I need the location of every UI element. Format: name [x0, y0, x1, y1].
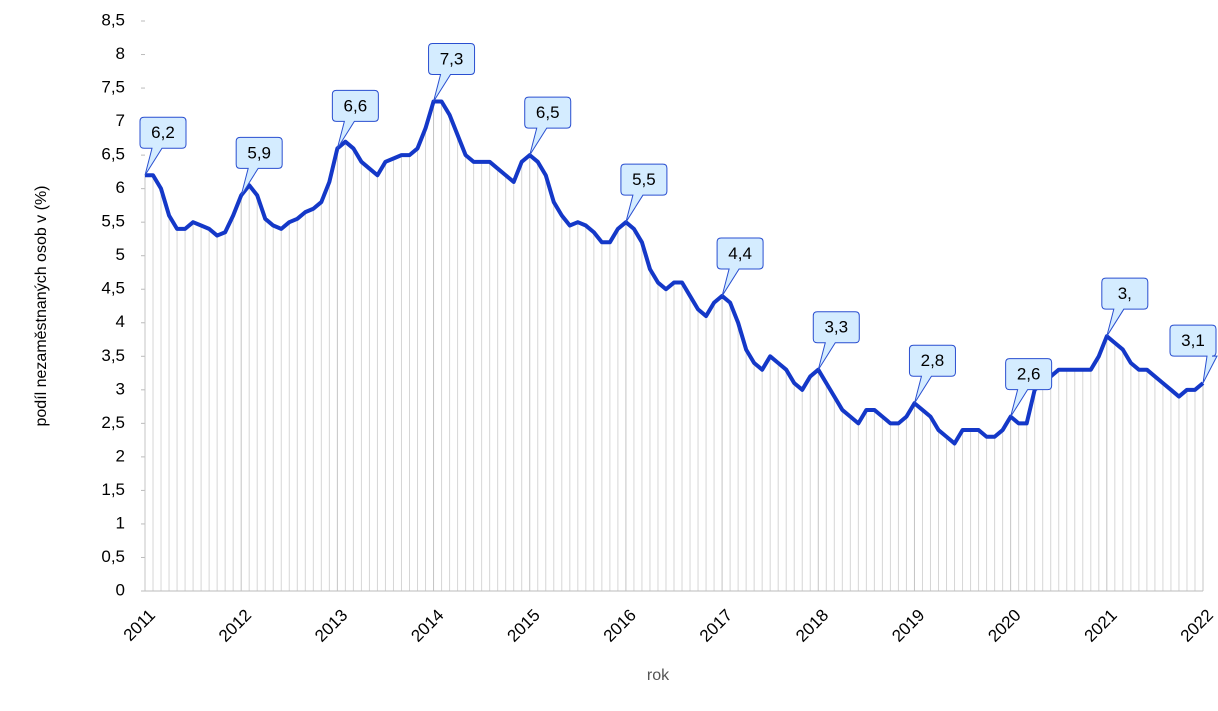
y-tick-label: 5,5	[101, 212, 125, 231]
x-tick-label: 2018	[792, 606, 832, 646]
y-tick-label: 7,5	[101, 78, 125, 97]
x-tick-label: 2015	[504, 606, 544, 646]
data-label: 2,8	[921, 351, 945, 370]
data-label: 6,2	[151, 123, 175, 142]
callout: 3,	[1101, 277, 1149, 337]
y-tick-label: 8,5	[101, 10, 125, 29]
x-axis-label: rok	[647, 667, 670, 684]
x-tick-label: 2016	[600, 606, 640, 646]
y-tick-label: 0	[116, 580, 125, 599]
y-tick-label: 2,5	[101, 413, 125, 432]
x-tick-label: 2014	[407, 606, 447, 646]
callout-box	[908, 344, 956, 404]
callout-box	[620, 163, 668, 223]
x-tick-label: 2013	[311, 606, 351, 646]
y-tick-label: 3,5	[101, 346, 125, 365]
data-label: 3,3	[824, 318, 848, 337]
callout-box	[1169, 324, 1218, 384]
callout-box	[524, 96, 572, 156]
y-tick-label: 7	[116, 111, 125, 130]
callout-box	[1101, 277, 1149, 337]
data-label: 2,6	[1017, 365, 1041, 384]
y-tick-label: 5	[116, 245, 125, 264]
x-tick-label: 2012	[215, 606, 255, 646]
y-tick-label: 1,5	[101, 480, 125, 499]
y-tick-label: 3	[116, 379, 125, 398]
callout-box	[331, 89, 379, 149]
data-label: 5,5	[632, 170, 656, 189]
x-tick-label: 2011	[120, 606, 159, 645]
y-tick-label: 1	[116, 513, 125, 532]
y-tick-label: 4,5	[101, 279, 125, 298]
callout-box	[812, 311, 860, 370]
callout: 6,6	[331, 89, 379, 149]
callout: 3,1	[1169, 324, 1218, 384]
callout-box	[235, 136, 283, 196]
x-tick-label: 2019	[888, 606, 928, 646]
data-label: 7,3	[440, 49, 464, 68]
y-tick-label: 8	[116, 44, 125, 63]
data-label: 6,5	[536, 103, 560, 122]
callout-box	[716, 237, 764, 297]
callout: 5,5	[620, 163, 668, 223]
y-axis-label: podíl nezaměstnaných osob v (%)	[33, 185, 50, 426]
y-tick-label: 6	[116, 178, 125, 197]
callout: 6,2	[139, 116, 187, 176]
data-label: 3,	[1118, 284, 1132, 303]
x-tick-label: 2017	[696, 606, 736, 646]
y-tick-label: 0,5	[101, 547, 125, 566]
callout-box	[139, 116, 187, 176]
data-label: 6,6	[344, 96, 368, 115]
y-tick-label: 2	[116, 446, 125, 465]
callout: 6,5	[524, 96, 572, 156]
callout-box	[1005, 358, 1053, 417]
data-label: 4,4	[728, 244, 752, 263]
callout-box	[428, 42, 476, 102]
line	[145, 99, 1205, 446]
callout: 2,6	[1005, 358, 1053, 417]
data-label: 3,1	[1181, 331, 1205, 350]
y-tick-label: 6,5	[101, 145, 125, 164]
x-tick-label: 2022	[1177, 606, 1217, 646]
callout: 5,9	[235, 136, 283, 196]
data-label: 5,9	[247, 143, 271, 162]
x-tick-label: 2021	[1081, 606, 1121, 646]
x-tick-label: 2020	[984, 606, 1024, 646]
callout: 7,3	[428, 42, 476, 102]
callout: 3,3	[812, 311, 860, 370]
callout: 4,4	[716, 237, 764, 297]
y-tick-label: 4	[116, 312, 125, 331]
callout: 2,8	[908, 344, 956, 404]
